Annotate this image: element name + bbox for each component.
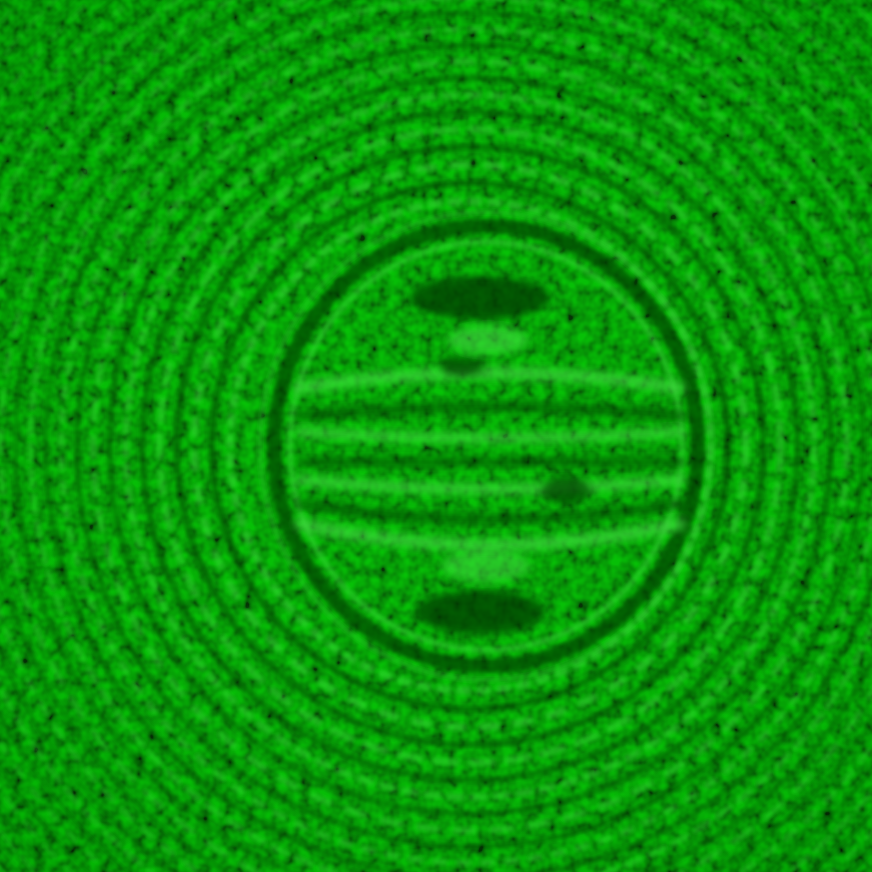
internal-band <box>295 499 685 524</box>
dark-fringe-ring <box>13 0 872 872</box>
internal-band <box>294 518 686 551</box>
dark-fringe-ring <box>74 42 866 850</box>
dark-fringe-ring <box>106 75 834 817</box>
dark-fringe-ring <box>139 108 801 784</box>
bright-fringe-ring <box>190 161 750 731</box>
internal-bands <box>294 367 686 551</box>
dark-fringe-ring <box>173 143 767 749</box>
internal-band <box>295 475 685 494</box>
internal-band <box>294 367 686 394</box>
bright-fringe-ring <box>122 91 818 801</box>
bright-fringe-ring <box>58 26 872 866</box>
internal-band <box>295 402 685 421</box>
central-lens <box>258 210 714 682</box>
bright-fringe-ring <box>90 58 850 834</box>
internal-band <box>295 427 685 443</box>
dark-lobes <box>410 276 590 634</box>
bright-fringe-ring <box>28 0 872 872</box>
dark-fringe-ring <box>208 179 732 713</box>
bright-fringe-ring <box>156 126 784 766</box>
dark-fringe-ring <box>43 10 872 872</box>
